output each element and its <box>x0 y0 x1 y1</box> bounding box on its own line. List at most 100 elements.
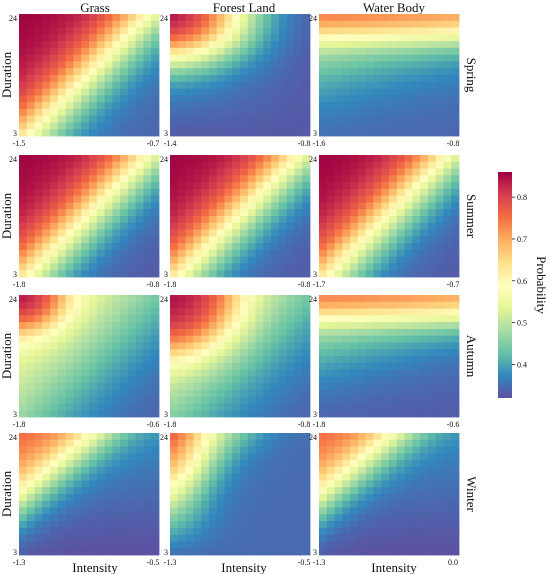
heatmap-cell <box>50 342 59 350</box>
heatmap-cell <box>216 249 225 258</box>
heatmap-cell <box>65 460 74 468</box>
heatmap-cell <box>224 383 233 391</box>
heatmap-cell <box>334 202 343 210</box>
heatmap-cell <box>334 521 343 529</box>
heatmap-cell <box>427 453 437 461</box>
heatmap-cell <box>232 534 241 542</box>
heatmap-cell <box>420 236 429 244</box>
heatmap-cell <box>357 188 367 197</box>
heatmap-cell <box>201 20 210 28</box>
heatmap-cell <box>302 54 311 62</box>
heatmap-cell <box>350 376 359 384</box>
heatmap-cell <box>19 383 28 391</box>
heatmap-cell <box>224 439 233 447</box>
heatmap-cell <box>112 161 121 169</box>
heatmap-cell <box>271 349 280 357</box>
y-axis-label: Duration <box>0 192 14 239</box>
heatmap-cell <box>135 195 144 203</box>
heatmap-cell <box>81 487 90 495</box>
heatmap-cell <box>65 507 74 515</box>
heatmap-cell <box>208 322 218 330</box>
heatmap-cell <box>232 270 241 278</box>
heatmap-cell <box>247 541 256 549</box>
heatmap-cell <box>208 548 218 556</box>
heatmap-cell <box>396 68 405 76</box>
heatmap-cell <box>278 243 288 251</box>
heatmap-cell <box>151 81 160 89</box>
heatmap-cell <box>271 439 280 447</box>
heatmap-cell <box>326 155 335 163</box>
heatmap-cell <box>342 54 351 62</box>
heatmap-cell <box>34 14 43 22</box>
heatmap-cell <box>135 369 144 377</box>
heatmap-cell <box>396 161 405 169</box>
heatmap-cell <box>208 335 218 343</box>
heatmap-cell <box>420 108 429 117</box>
heatmap-cell <box>177 20 186 28</box>
heatmap-cell <box>216 507 225 515</box>
heatmap-cell <box>326 362 335 370</box>
heatmap-cell <box>255 61 264 69</box>
heatmap-cell <box>443 396 452 404</box>
heatmap-cell <box>342 410 351 418</box>
heatmap-cell <box>255 256 264 264</box>
heatmap-cell <box>319 433 328 441</box>
heatmap-cell <box>96 369 105 377</box>
heatmap-cell <box>42 521 51 529</box>
heatmap-cell <box>193 335 202 343</box>
heatmap-cell <box>286 342 295 350</box>
heatmap-cell <box>232 129 241 137</box>
heatmap-cell <box>443 453 452 461</box>
heatmap-cell <box>240 410 249 418</box>
heatmap-cell <box>381 202 390 210</box>
heatmap-cell <box>365 328 374 337</box>
heatmap-cell <box>420 466 429 475</box>
heatmap-cell <box>357 47 367 56</box>
heatmap-cell <box>89 54 98 62</box>
heatmap-cell <box>357 175 367 183</box>
heatmap-cell <box>412 20 421 28</box>
heatmap-cell <box>451 102 460 110</box>
heatmap-cell <box>42 514 51 522</box>
heatmap-cell <box>396 396 405 404</box>
heatmap-cell <box>73 322 82 330</box>
heatmap-cell <box>216 328 225 337</box>
heatmap-cell <box>34 209 43 217</box>
heatmap-cell <box>271 175 280 183</box>
heatmap-cell <box>127 129 137 137</box>
heatmap-cell <box>65 439 74 447</box>
heatmap-cell <box>96 222 105 230</box>
heatmap-cell <box>73 122 82 130</box>
heatmap-cell <box>319 453 328 461</box>
heatmap-cell <box>224 202 233 210</box>
heatmap-cell <box>451 175 460 183</box>
heatmap-cell <box>451 308 460 316</box>
heatmap-cell <box>96 315 105 323</box>
heatmap-cell <box>294 541 303 549</box>
heatmap-cell <box>89 396 98 404</box>
heatmap-cell <box>57 102 67 110</box>
heatmap-cell <box>104 41 113 49</box>
heatmap-cell <box>381 81 390 89</box>
heatmap-cell <box>185 349 194 357</box>
heatmap-cell <box>19 249 28 258</box>
heatmap-cell <box>120 122 129 130</box>
heatmap-cell <box>216 20 225 28</box>
heatmap-cell <box>427 389 437 398</box>
heatmap-cell <box>112 541 121 549</box>
heatmap-cell <box>104 301 113 309</box>
heatmap-cell <box>404 453 413 461</box>
y-tick-label: 3 <box>13 270 17 279</box>
heatmap-cell <box>247 514 256 522</box>
y-axis-label: Duration <box>0 470 14 517</box>
heatmap-cell <box>396 41 405 49</box>
heatmap-cell <box>357 88 367 96</box>
heatmap-cell <box>373 301 382 309</box>
heatmap-cell <box>127 389 137 398</box>
heatmap-cell <box>135 514 144 522</box>
heatmap-cell <box>389 175 398 183</box>
heatmap-cell <box>271 195 280 203</box>
heatmap-cell <box>19 222 28 230</box>
heatmap-cell <box>240 61 249 69</box>
heatmap-cell <box>427 383 437 391</box>
